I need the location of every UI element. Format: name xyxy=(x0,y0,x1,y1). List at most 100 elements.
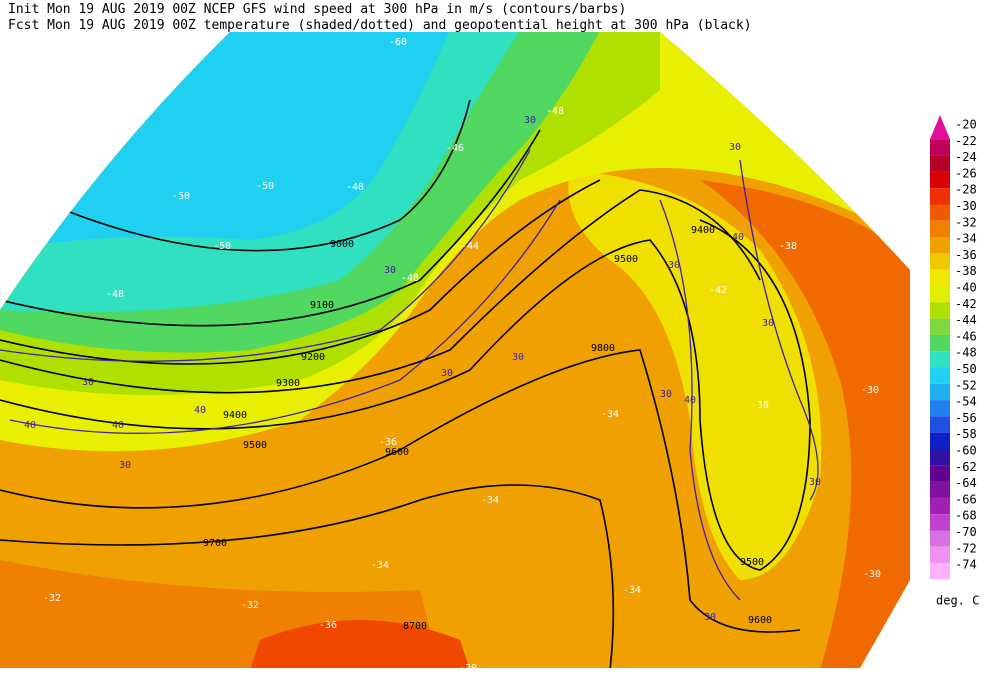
height-label: 9000 xyxy=(330,239,354,250)
colorbar-swatch xyxy=(930,449,950,466)
colorbar-label: -40 xyxy=(955,281,977,295)
wind-label: 30 xyxy=(441,368,453,379)
colorbar-swatch xyxy=(930,530,950,547)
colorbar-swatch xyxy=(930,253,950,270)
temperature-label: -30 xyxy=(861,385,879,396)
wind-label: 30 xyxy=(729,142,741,153)
temperature-label: -44 xyxy=(461,241,479,252)
temperature-label: -50 xyxy=(213,241,231,252)
temperature-label: -34 xyxy=(623,585,641,596)
temperature-label: -60 xyxy=(389,37,407,48)
height-label: 9500 xyxy=(614,254,638,265)
colorbar: -20 -22 -24 -26 -28 -30 -32 -34 -36 -38 -40 -42 -44 -… xyxy=(930,115,977,580)
height-label: 9300 xyxy=(276,378,300,389)
temperature-label: -46 xyxy=(446,143,464,154)
colorbar-label: -66 xyxy=(955,492,977,506)
temperature-label: -34 xyxy=(601,409,619,420)
temperature-label: -32 xyxy=(43,593,61,604)
colorbar-swatch xyxy=(930,139,950,156)
colorbar-swatch xyxy=(930,497,950,515)
colorbar-label: -32 xyxy=(955,215,977,229)
header-line: Init Mon 19 AUG 2019 00Z NCEP GFS wind s… xyxy=(8,2,626,17)
wind-label: 30 xyxy=(512,352,524,363)
colorbar-swatch xyxy=(930,334,950,352)
height-label: 9700 xyxy=(203,538,227,549)
colorbar-swatch xyxy=(930,481,950,498)
temperature-label: -48 xyxy=(106,289,124,300)
colorbar-label: -28 xyxy=(955,183,977,197)
temperature-label: -50 xyxy=(256,181,274,192)
temperature-label: -48 xyxy=(346,182,364,193)
wind-label: 30 xyxy=(384,265,396,276)
temperature-label: -30 xyxy=(863,569,881,580)
colorbar-label: -22 xyxy=(955,134,977,148)
wind-label: 30 xyxy=(809,477,821,488)
colorbar-swatch xyxy=(930,204,950,221)
temperature-label: -36 xyxy=(319,620,337,631)
colorbar-swatch xyxy=(930,432,950,449)
colorbar-label: -34 xyxy=(955,232,977,246)
height-label: 9500 xyxy=(243,440,267,451)
wind-label: 30 xyxy=(82,377,94,388)
colorbar-label: -54 xyxy=(955,395,977,409)
temperature-label: -42 xyxy=(709,285,727,296)
wind-label: 30 xyxy=(704,612,716,623)
colorbar-label: -60 xyxy=(955,444,977,458)
colorbar-swatch xyxy=(930,416,950,433)
colorbar-swatch xyxy=(930,400,950,417)
colorbar-label: -58 xyxy=(955,427,977,441)
wind-label: 40 xyxy=(24,420,36,431)
colorbar-label: -36 xyxy=(955,248,977,262)
colorbar-label: -56 xyxy=(955,411,977,425)
wind-label: 40 xyxy=(684,395,696,406)
wind-label: 30 xyxy=(524,115,536,126)
temperature-label: -34 xyxy=(371,560,389,571)
colorbar-label: -72 xyxy=(955,541,977,555)
colorbar-arrow xyxy=(930,115,950,140)
height-label: 8700 xyxy=(403,621,427,632)
colorbar-label: -48 xyxy=(955,346,977,360)
colorbar-label: -30 xyxy=(955,199,977,213)
colorbar-label: -24 xyxy=(955,150,977,164)
temperature-label: -50 xyxy=(172,191,190,202)
wind-label: 30 xyxy=(660,389,672,400)
colorbar-label: -64 xyxy=(955,476,977,490)
colorbar-label: -26 xyxy=(955,166,977,180)
height-label: 9400 xyxy=(691,225,715,236)
colorbar-swatch xyxy=(930,546,950,564)
temperature-label: -48 xyxy=(546,106,564,117)
height-label: 9100 xyxy=(310,300,334,311)
colorbar-swatch xyxy=(930,220,950,238)
map-area xyxy=(0,32,910,668)
colorbar-swatch xyxy=(930,155,950,172)
colorbar-swatch xyxy=(930,286,950,303)
colorbar-label: -46 xyxy=(955,329,977,343)
temperature-label: -32 xyxy=(241,600,259,611)
wind-label: 40 xyxy=(112,420,124,431)
wind-label: 30 xyxy=(119,460,131,471)
colorbar-swatch xyxy=(930,514,950,531)
colorbar-label: -70 xyxy=(955,525,977,539)
colorbar-swatch xyxy=(930,188,950,205)
temperature-label: -30 xyxy=(459,663,477,674)
colorbar-unit: deg. C xyxy=(936,594,979,608)
temperature-label: -36 xyxy=(379,437,397,448)
colorbar-label: -52 xyxy=(955,378,977,392)
temperature-label: -38 xyxy=(751,400,769,411)
height-label: 9200 xyxy=(301,352,325,363)
colorbar-swatch xyxy=(930,269,950,286)
height-label: 9600 xyxy=(748,615,772,626)
wind-label: 40 xyxy=(732,232,744,243)
temperature-label: -48 xyxy=(401,273,419,284)
colorbar-label: -42 xyxy=(955,297,977,311)
colorbar-label: -62 xyxy=(955,460,977,474)
colorbar-swatch xyxy=(930,171,950,189)
height-label: 9500 xyxy=(740,557,764,568)
colorbar-label: -44 xyxy=(955,313,977,327)
colorbar-swatch xyxy=(930,383,950,401)
colorbar-swatch xyxy=(930,465,950,482)
wind-label: 30 xyxy=(762,318,774,329)
height-label: 9400 xyxy=(223,410,247,421)
height-label: 9800 xyxy=(591,343,615,354)
